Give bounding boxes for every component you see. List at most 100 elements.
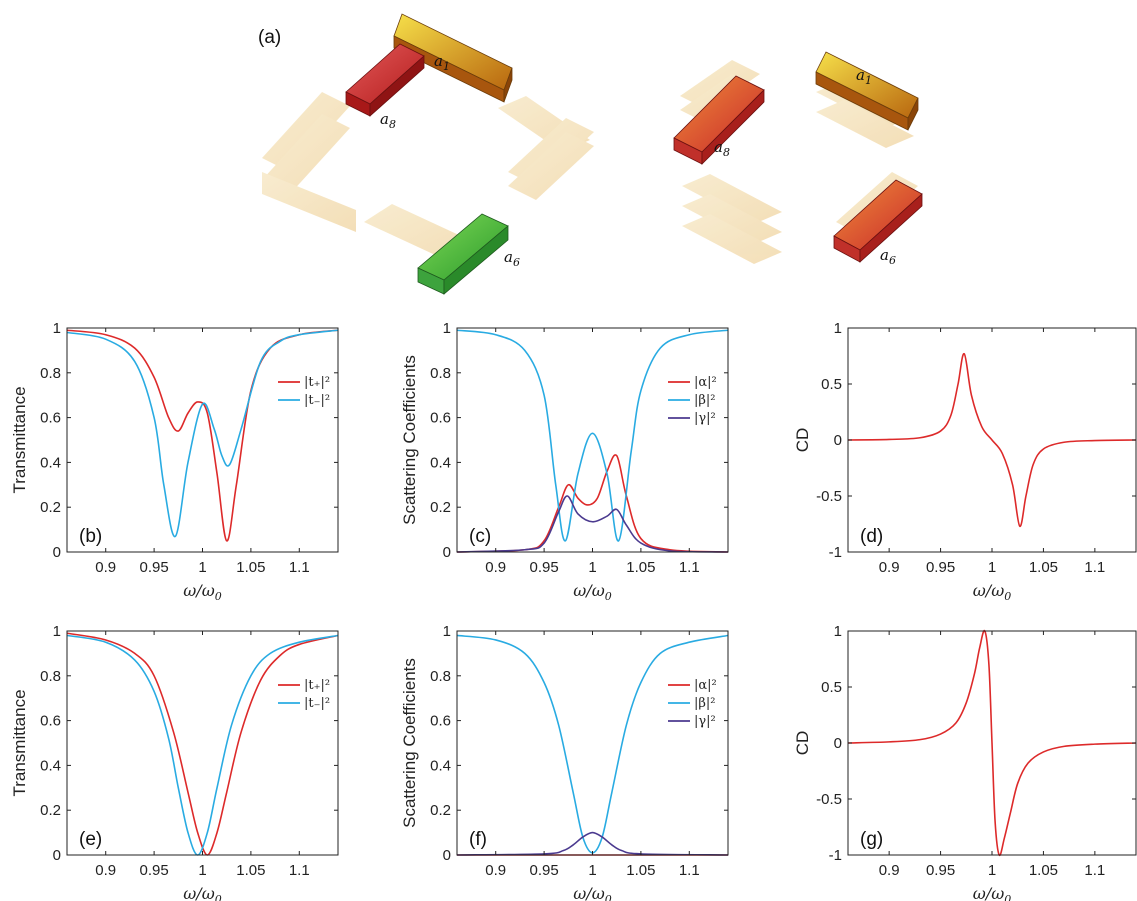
series-line-c-2	[457, 495, 728, 553]
x-tick-label-c: 1.1	[679, 559, 700, 576]
bar-a1-left	[393, 13, 513, 103]
axes-frame-f	[456, 630, 729, 856]
x-tick-label-f: 1.05	[626, 862, 655, 879]
y-tick-label-b: 0.4	[40, 454, 61, 471]
y-tick-label-e: 0.8	[40, 668, 61, 685]
bar-a8-left	[345, 43, 425, 117]
label-a8-left: a8	[380, 110, 396, 131]
y-tick-label-e: 0	[53, 847, 61, 864]
x-axis-label-sub: 0	[605, 590, 612, 603]
panel-label-b: (b)	[79, 526, 102, 547]
panel-label-g: (g)	[860, 829, 883, 850]
y-tick-label-b: 1	[53, 320, 61, 337]
series-line-d-0	[848, 352, 1136, 528]
y-tick-label-e: 1	[53, 623, 61, 640]
x-axis-label-main: ω/ω	[183, 581, 214, 600]
x-tick-label-b: 1	[198, 559, 206, 576]
x-tick-label-f: 0.95	[530, 862, 559, 879]
y-tick-label-g: 0	[834, 735, 842, 752]
y-tick-label-c: 0.6	[430, 410, 451, 427]
y-tick-label-b: 0.8	[40, 365, 61, 382]
y-tick-label-f: 0.2	[430, 802, 451, 819]
x-tick-label-e: 1	[198, 862, 206, 879]
chart-c: 0.9 0.95 1 1.05 1.1 0 0.2 0.4 0.6 0.8 1 Scattering …	[400, 320, 729, 603]
bar-a1-right	[815, 51, 919, 131]
y-tick-label-d: -1	[829, 544, 842, 561]
y-tick-label-d: -0.5	[816, 488, 842, 505]
x-axis-label-main: ω/ω	[973, 581, 1004, 600]
x-axis-label-g: ω/ω0	[973, 884, 1011, 901]
x-tick-label-e: 1.05	[236, 862, 265, 879]
y-tick-label-e: 0.6	[40, 713, 61, 730]
panel-label-c: (c)	[469, 526, 491, 547]
y-tick-label-c: 0.2	[430, 499, 451, 516]
x-tick-label-b: 0.95	[140, 559, 169, 576]
x-tick-label-c: 1.05	[626, 559, 655, 576]
series-line-c-0	[457, 454, 728, 553]
y-tick-label-b: 0.2	[40, 499, 61, 516]
x-tick-label-f: 1	[588, 862, 596, 879]
panel-a-schematic: (a)	[258, 13, 923, 295]
y-tick-label-c: 0.4	[430, 454, 451, 471]
bar-a8-right	[673, 75, 765, 165]
x-tick-label-d: 1.05	[1029, 559, 1058, 576]
label-a1-left: a1	[434, 52, 450, 73]
chart-e: 0.9 0.95 1 1.05 1.1 0 0.2 0.4 0.6 0.8 1 Transmittan…	[10, 623, 339, 901]
y-tick-label-g: -1	[829, 847, 842, 864]
series-line-c-1	[457, 329, 728, 542]
legend-label-f: |β|²	[694, 696, 716, 711]
y-tick-label-c: 0.8	[430, 365, 451, 382]
x-tick-label-b: 1.1	[289, 559, 310, 576]
x-axis-label-main: ω/ω	[183, 884, 214, 901]
axes-frame-b	[66, 327, 339, 553]
y-tick-label-b: 0	[53, 544, 61, 561]
legend-label-e: |t₋|²	[304, 696, 330, 711]
y-tick-label-c: 0	[443, 544, 451, 561]
axes-frame-c	[456, 327, 729, 553]
x-axis-label-sub: 0	[1004, 893, 1011, 901]
legend-label-e: |t₊|²	[304, 678, 330, 693]
legend-label-c: |β|²	[694, 393, 716, 408]
y-tick-label-e: 0.4	[40, 757, 61, 774]
x-tick-label-c: 1	[588, 559, 596, 576]
y-axis-label-b: Transmittance	[10, 386, 29, 493]
y-tick-label-f: 0.8	[430, 668, 451, 685]
legend-label-f: |γ|²	[694, 714, 716, 729]
y-tick-label-d: 0	[834, 432, 842, 449]
axes-frame-e	[66, 630, 339, 856]
y-tick-label-f: 1	[443, 623, 451, 640]
x-tick-label-e: 1.1	[289, 862, 310, 879]
x-tick-label-d: 1.1	[1084, 559, 1105, 576]
chart-panels: 0.9 0.95 1 1.05 1.1 0 0.2 0.4 0.6 0.8 1 Transmittan…	[10, 320, 1137, 901]
y-tick-label-f: 0.6	[430, 713, 451, 730]
x-axis-label-e: ω/ω0	[183, 884, 221, 901]
y-tick-label-f: 0	[443, 847, 451, 864]
y-tick-label-e: 0.2	[40, 802, 61, 819]
x-axis-label-main: ω/ω	[973, 884, 1004, 901]
legend-label-b: |t₊|²	[304, 375, 330, 390]
y-axis-label-e: Transmittance	[10, 689, 29, 796]
x-axis-label-c: ω/ω0	[573, 581, 611, 603]
x-axis-label-sub: 0	[215, 590, 222, 603]
y-tick-label-g: 1	[834, 623, 842, 640]
y-tick-label-b: 0.6	[40, 410, 61, 427]
chart-f: 0.9 0.95 1 1.05 1.1 0 0.2 0.4 0.6 0.8 1 Scattering …	[400, 623, 729, 901]
y-tick-label-g: 0.5	[821, 679, 842, 696]
x-tick-label-f: 1.1	[679, 862, 700, 879]
chart-b: 0.9 0.95 1 1.05 1.1 0 0.2 0.4 0.6 0.8 1 Transmittan…	[10, 320, 339, 603]
label-a6-right: a6	[880, 246, 896, 267]
series-line-b-0	[67, 329, 338, 542]
y-axis-label-c: Scattering Coefficients	[400, 355, 419, 525]
y-tick-label-g: -0.5	[816, 791, 842, 808]
x-tick-label-e: 0.9	[95, 862, 116, 879]
label-a8-right: a8	[714, 138, 730, 159]
label-a6-left: a6	[504, 248, 520, 269]
x-tick-label-b: 1.05	[236, 559, 265, 576]
panel-label-f: (f)	[469, 829, 487, 850]
x-axis-label-main: ω/ω	[573, 884, 604, 901]
x-tick-label-g: 0.95	[926, 862, 955, 879]
x-tick-label-g: 1	[988, 862, 996, 879]
panel-a-label: (a)	[258, 27, 281, 48]
